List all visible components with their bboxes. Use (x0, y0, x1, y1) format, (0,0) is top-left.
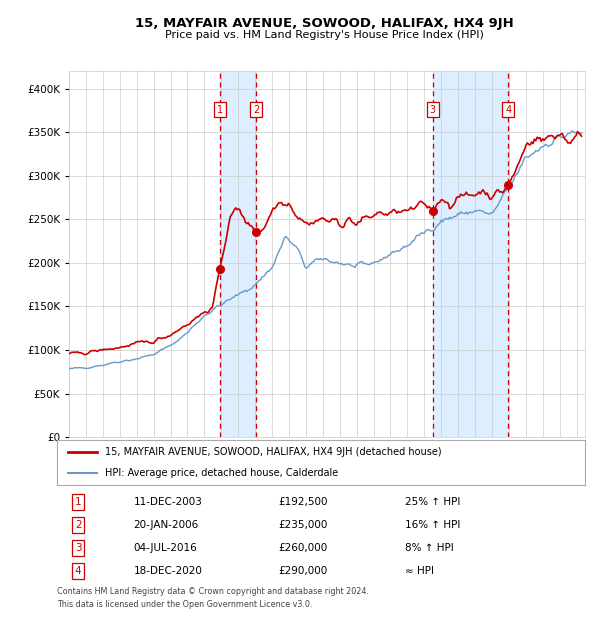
Text: ≈ HPI: ≈ HPI (406, 566, 434, 576)
Text: 25% ↑ HPI: 25% ↑ HPI (406, 497, 461, 507)
Text: This data is licensed under the Open Government Licence v3.0.: This data is licensed under the Open Gov… (57, 600, 313, 609)
Text: 4: 4 (505, 105, 511, 115)
Text: £290,000: £290,000 (279, 566, 328, 576)
Text: 16% ↑ HPI: 16% ↑ HPI (406, 520, 461, 530)
Text: 15, MAYFAIR AVENUE, SOWOOD, HALIFAX, HX4 9JH (detached house): 15, MAYFAIR AVENUE, SOWOOD, HALIFAX, HX4… (104, 447, 441, 458)
Text: 2: 2 (253, 105, 259, 115)
Text: £192,500: £192,500 (279, 497, 328, 507)
Text: 04-JUL-2016: 04-JUL-2016 (134, 543, 197, 553)
Text: 1: 1 (75, 497, 82, 507)
Text: 2: 2 (75, 520, 82, 530)
Text: Price paid vs. HM Land Registry's House Price Index (HPI): Price paid vs. HM Land Registry's House … (164, 30, 484, 40)
Text: Contains HM Land Registry data © Crown copyright and database right 2024.: Contains HM Land Registry data © Crown c… (57, 587, 369, 596)
Text: £235,000: £235,000 (279, 520, 328, 530)
Text: 1: 1 (217, 105, 223, 115)
Text: 3: 3 (75, 543, 82, 553)
Text: 15, MAYFAIR AVENUE, SOWOOD, HALIFAX, HX4 9JH: 15, MAYFAIR AVENUE, SOWOOD, HALIFAX, HX4… (134, 17, 514, 30)
Text: 20-JAN-2006: 20-JAN-2006 (134, 520, 199, 530)
Text: 4: 4 (75, 566, 82, 576)
Text: HPI: Average price, detached house, Calderdale: HPI: Average price, detached house, Cald… (104, 467, 338, 478)
Text: 8% ↑ HPI: 8% ↑ HPI (406, 543, 454, 553)
Text: £260,000: £260,000 (279, 543, 328, 553)
Bar (433, 71, 508, 437)
Text: 11-DEC-2003: 11-DEC-2003 (134, 497, 202, 507)
Text: 18-DEC-2020: 18-DEC-2020 (134, 566, 202, 576)
Text: 3: 3 (430, 105, 436, 115)
Bar (220, 71, 256, 437)
